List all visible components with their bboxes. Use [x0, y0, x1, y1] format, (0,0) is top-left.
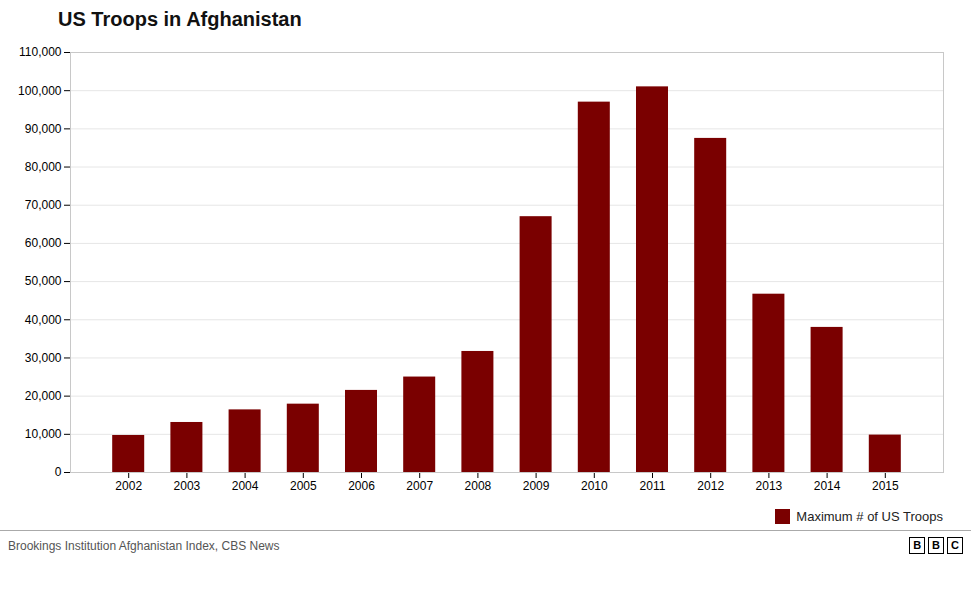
svg-text:2003: 2003: [174, 479, 201, 493]
svg-text:2007: 2007: [406, 479, 433, 493]
svg-text:0: 0: [55, 465, 62, 479]
svg-text:2008: 2008: [465, 479, 492, 493]
svg-text:2014: 2014: [814, 479, 841, 493]
html-text:Maximum # of US Troops: Maximum # of US Troops: [796, 509, 943, 524]
svg-text:80,000: 80,000: [25, 160, 62, 174]
svg-text:50,000: 50,000: [25, 274, 62, 288]
svg-text:110,000: 110,000: [19, 45, 62, 59]
svg-text:2002: 2002: [115, 479, 142, 493]
html-text:B: B: [913, 539, 922, 551]
svg-text:90,000: 90,000: [25, 122, 62, 136]
svg-text:2013: 2013: [756, 479, 783, 493]
svg-text:2015: 2015: [872, 479, 899, 493]
svg-text:100,000: 100,000: [18, 84, 62, 98]
svg-text:30,000: 30,000: [25, 351, 62, 365]
html-text:B: B: [932, 539, 940, 551]
html-text:Brookings Institution Afghanis: Brookings Institution Afghanistan Index,…: [8, 538, 280, 553]
html-text:C: C: [951, 539, 959, 551]
svg-text:2010: 2010: [581, 479, 608, 493]
svg-text:20,000: 20,000: [25, 389, 62, 403]
svg-text:2009: 2009: [523, 479, 550, 493]
svg-text:2011: 2011: [640, 479, 666, 493]
svg-text:40,000: 40,000: [25, 313, 62, 327]
svg-text:2005: 2005: [290, 479, 317, 493]
svg-text:10,000: 10,000: [25, 427, 62, 441]
svg-text:60,000: 60,000: [25, 236, 62, 250]
svg-text:2012: 2012: [697, 479, 724, 493]
html-text:US Troops in Afghanistan: US Troops in Afghanistan: [58, 8, 302, 30]
svg-text:2006: 2006: [348, 479, 375, 493]
svg-text:2004: 2004: [232, 479, 259, 493]
svg-text:70,000: 70,000: [25, 198, 62, 212]
